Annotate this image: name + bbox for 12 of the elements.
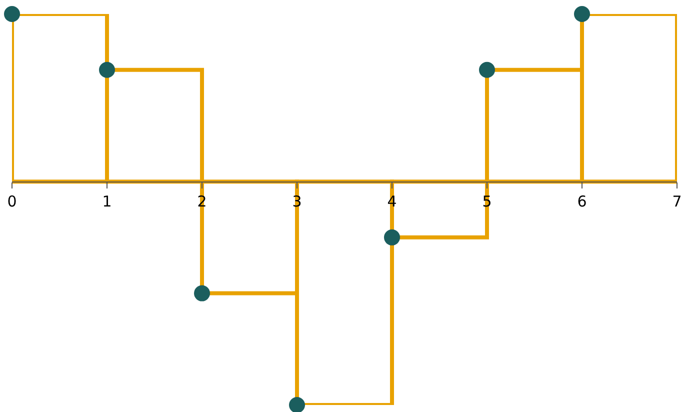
x-tick-label: 0 bbox=[7, 192, 17, 211]
point bbox=[574, 6, 590, 22]
x-tick-label: 4 bbox=[387, 192, 397, 211]
point bbox=[194, 285, 210, 302]
point bbox=[4, 6, 20, 22]
x-tick-label: 6 bbox=[577, 192, 587, 211]
point bbox=[479, 62, 495, 78]
x-tick-label: 7 bbox=[672, 192, 682, 211]
point bbox=[384, 229, 400, 246]
point bbox=[99, 62, 115, 78]
x-tick-label: 1 bbox=[102, 192, 112, 211]
point bbox=[289, 397, 305, 412]
